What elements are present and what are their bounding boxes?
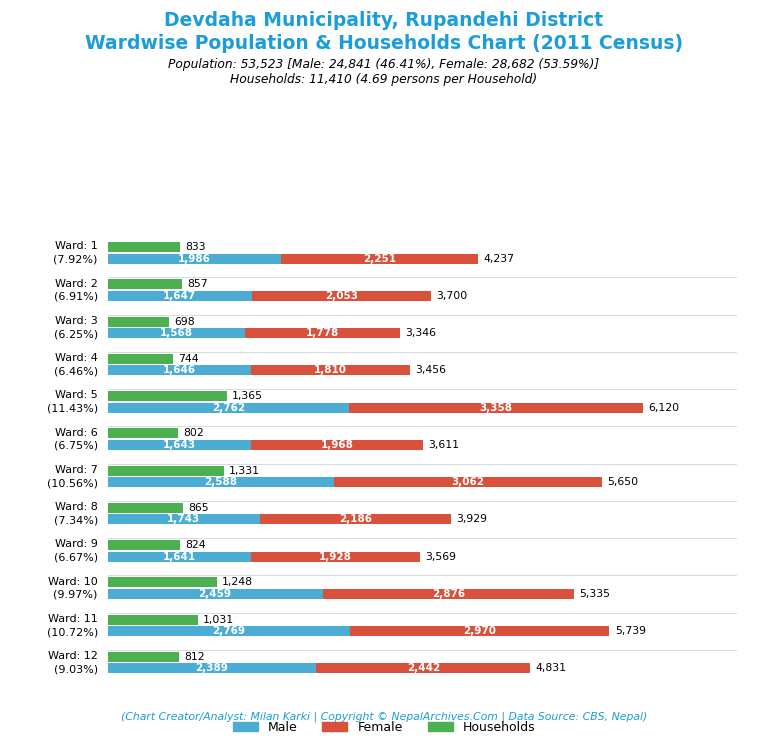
Text: 1,647: 1,647 xyxy=(163,291,196,301)
Text: 1,031: 1,031 xyxy=(203,614,234,625)
Bar xyxy=(108,652,178,662)
Bar xyxy=(349,626,610,636)
Bar xyxy=(260,514,451,525)
Bar xyxy=(323,589,574,599)
Text: 1,646: 1,646 xyxy=(163,365,196,376)
Text: 1,986: 1,986 xyxy=(178,254,210,264)
Text: (Chart Creator/Analyst: Milan Karki | Copyright © NepalArchives.Com | Data Sourc: (Chart Creator/Analyst: Milan Karki | Co… xyxy=(121,712,647,722)
Bar xyxy=(108,254,281,264)
Bar xyxy=(108,428,177,438)
Bar xyxy=(108,365,251,376)
Text: 2,588: 2,588 xyxy=(204,477,237,487)
Bar xyxy=(334,477,601,487)
Text: 2,769: 2,769 xyxy=(212,626,245,636)
Text: 1,248: 1,248 xyxy=(222,578,253,587)
Bar xyxy=(108,626,349,636)
Text: 3,358: 3,358 xyxy=(479,403,512,413)
Bar xyxy=(252,291,431,301)
Text: Wardwise Population & Households Chart (2011 Census): Wardwise Population & Households Chart (… xyxy=(85,34,683,53)
Text: 2,251: 2,251 xyxy=(363,254,396,264)
Text: 2,762: 2,762 xyxy=(212,403,245,413)
Text: 3,929: 3,929 xyxy=(456,514,488,524)
Text: 3,700: 3,700 xyxy=(436,291,468,301)
Text: 3,569: 3,569 xyxy=(425,552,456,562)
Text: 2,186: 2,186 xyxy=(339,514,372,524)
Bar xyxy=(108,503,184,513)
Text: Population: 53,523 [Male: 24,841 (46.41%), Female: 28,682 (53.59%)]: Population: 53,523 [Male: 24,841 (46.41%… xyxy=(168,58,600,71)
Bar xyxy=(108,291,252,301)
Bar xyxy=(281,254,478,264)
Bar xyxy=(108,440,251,450)
Bar xyxy=(108,514,260,525)
Text: 2,053: 2,053 xyxy=(325,291,358,301)
Bar xyxy=(108,391,227,401)
Text: 1,778: 1,778 xyxy=(306,328,339,338)
Bar xyxy=(108,477,334,487)
Text: 5,739: 5,739 xyxy=(614,626,646,636)
Text: 802: 802 xyxy=(183,428,204,438)
Bar xyxy=(349,403,643,413)
Text: 857: 857 xyxy=(187,279,208,289)
Text: 2,459: 2,459 xyxy=(199,589,232,599)
Text: 1,331: 1,331 xyxy=(229,465,260,476)
Text: 6,120: 6,120 xyxy=(648,403,679,413)
Text: 3,062: 3,062 xyxy=(452,477,485,487)
Text: 2,442: 2,442 xyxy=(406,663,440,673)
Text: 2,389: 2,389 xyxy=(196,663,228,673)
Text: 698: 698 xyxy=(174,317,194,327)
Bar xyxy=(108,663,316,673)
Bar xyxy=(108,465,224,476)
Bar xyxy=(108,589,323,599)
Text: 865: 865 xyxy=(188,503,209,513)
Text: 5,335: 5,335 xyxy=(579,589,611,599)
Text: 4,831: 4,831 xyxy=(535,663,566,673)
Bar xyxy=(108,328,245,338)
Text: 824: 824 xyxy=(185,540,206,550)
Text: 3,611: 3,611 xyxy=(429,440,459,450)
Text: 1,568: 1,568 xyxy=(160,328,193,338)
Text: 812: 812 xyxy=(184,652,204,662)
Bar xyxy=(108,242,180,252)
Bar xyxy=(251,552,419,562)
Bar xyxy=(108,578,217,587)
Text: 1,968: 1,968 xyxy=(321,440,354,450)
Legend: Male, Female, Households: Male, Female, Households xyxy=(227,716,541,739)
Text: 1,743: 1,743 xyxy=(167,514,200,524)
Text: 3,456: 3,456 xyxy=(415,365,446,376)
Text: 833: 833 xyxy=(186,242,207,252)
Text: 1,365: 1,365 xyxy=(232,391,263,401)
Bar xyxy=(251,365,410,376)
Bar xyxy=(108,614,197,625)
Text: Devdaha Municipality, Rupandehi District: Devdaha Municipality, Rupandehi District xyxy=(164,11,604,30)
Text: 1,643: 1,643 xyxy=(163,440,196,450)
Text: 1,810: 1,810 xyxy=(314,365,347,376)
Text: 2,876: 2,876 xyxy=(432,589,465,599)
Text: 1,641: 1,641 xyxy=(163,552,196,562)
Text: 744: 744 xyxy=(178,354,198,364)
Bar xyxy=(108,316,168,327)
Bar xyxy=(316,663,530,673)
Bar xyxy=(108,403,349,413)
Bar xyxy=(245,328,400,338)
Bar xyxy=(108,279,183,289)
Text: 1,928: 1,928 xyxy=(319,552,352,562)
Text: 3,346: 3,346 xyxy=(406,328,436,338)
Bar xyxy=(251,440,423,450)
Bar xyxy=(108,540,180,550)
Text: 4,237: 4,237 xyxy=(483,254,515,264)
Text: 2,970: 2,970 xyxy=(463,626,496,636)
Text: Households: 11,410 (4.69 persons per Household): Households: 11,410 (4.69 persons per Hou… xyxy=(230,73,538,86)
Bar xyxy=(108,552,251,562)
Bar xyxy=(108,354,173,364)
Text: 5,650: 5,650 xyxy=(607,477,638,487)
